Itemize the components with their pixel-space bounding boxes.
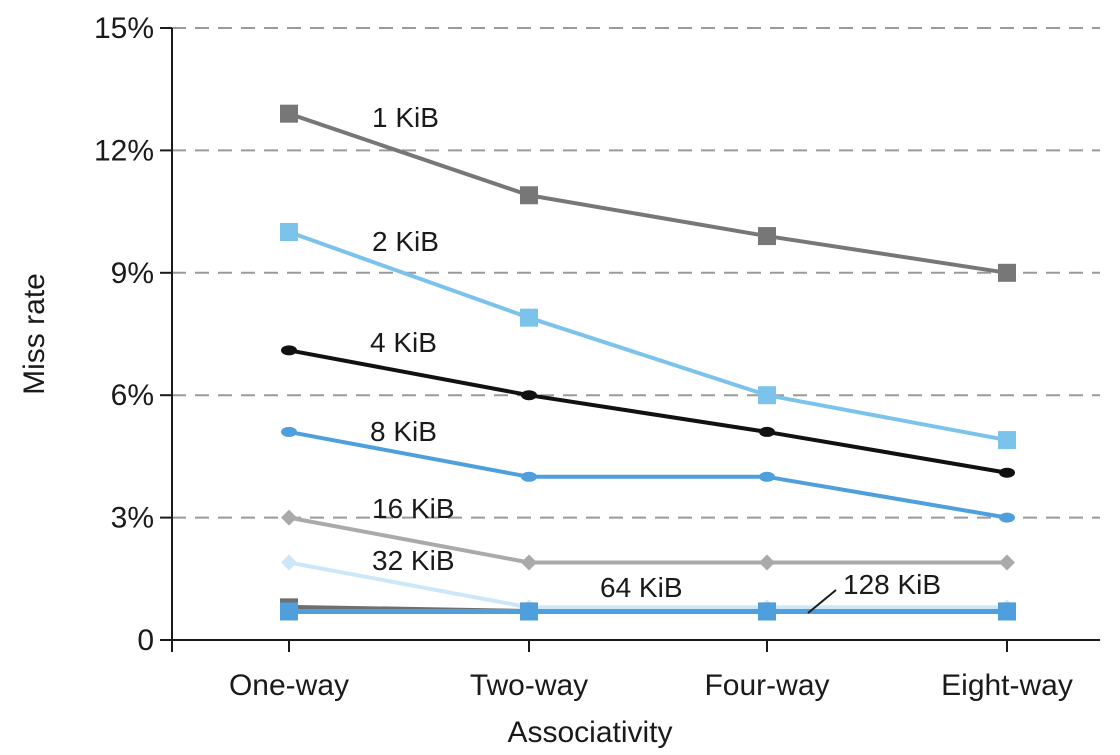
x-axis-title: Associativity (507, 716, 672, 749)
series-line (288, 230, 1008, 443)
series-line (288, 515, 1007, 565)
series-label: 128 KiB (843, 569, 941, 600)
data-point (521, 554, 537, 571)
series-label: 16 KiB (372, 493, 455, 524)
series-label: 8 KiB (370, 416, 437, 447)
series-label: 32 KiB (372, 545, 455, 576)
data-point (998, 602, 1016, 621)
data-point (998, 431, 1016, 450)
data-point (281, 345, 297, 356)
y-tick-label: 15% (94, 12, 154, 45)
data-point (759, 471, 775, 482)
series-line (288, 429, 1008, 520)
data-point (758, 602, 776, 621)
data-point (520, 186, 538, 205)
gridlines (172, 27, 1100, 519)
series-line (288, 560, 1007, 610)
y-tick-label: 12% (94, 134, 154, 167)
data-point (759, 426, 775, 437)
data-point (759, 554, 775, 571)
x-tick-label: Four-way (704, 669, 829, 702)
series-16-kib (281, 509, 1015, 571)
data-point (998, 263, 1016, 282)
data-point (999, 512, 1015, 523)
data-point (999, 467, 1015, 478)
data-point (280, 104, 298, 123)
series-label: 2 KiB (372, 226, 439, 257)
series-label: 1 KiB (372, 102, 439, 133)
data-point (280, 223, 298, 241)
series-4-kib (281, 345, 1015, 478)
series-labels: 1 KiB 2 KiB 4 KiB 8 KiB 16 KiB 32 KiB 64 KiB 12… (370, 102, 941, 614)
data-point (281, 554, 297, 571)
data-point (521, 390, 537, 401)
y-ticks: 0 3% 6% 9% 12% 15% (94, 12, 172, 657)
y-axis-title: Miss rate (18, 273, 51, 395)
series-line (288, 348, 1008, 475)
data-point (520, 602, 538, 621)
series-1-kib (280, 104, 1016, 282)
data-point (520, 308, 538, 327)
label-leader-line (807, 589, 837, 614)
data-point (521, 471, 537, 482)
series-128-kib (280, 602, 1016, 621)
series-label: 64 KiB (600, 572, 683, 603)
data-point (758, 386, 776, 405)
series-2-kib (280, 223, 1016, 450)
x-tick-label: Eight-way (941, 669, 1073, 702)
series-label: 4 KiB (370, 327, 437, 358)
series-8-kib (281, 426, 1015, 523)
data-point (281, 509, 297, 526)
axes (171, 28, 1100, 641)
data-point (999, 554, 1015, 571)
data-point (758, 227, 776, 246)
data-point (281, 426, 297, 437)
series-lines (280, 104, 1016, 621)
x-tick-label: One-way (229, 669, 349, 702)
y-tick-label: 9% (111, 257, 154, 290)
y-tick-label: 0 (137, 624, 154, 657)
series-line (288, 111, 1008, 275)
x-tick-label: Two-way (470, 669, 588, 702)
data-point (280, 602, 298, 621)
x-ticks: One-way Two-way Four-way Eight-way (171, 640, 1073, 702)
y-tick-label: 3% (111, 502, 154, 535)
y-tick-label: 6% (111, 379, 154, 412)
